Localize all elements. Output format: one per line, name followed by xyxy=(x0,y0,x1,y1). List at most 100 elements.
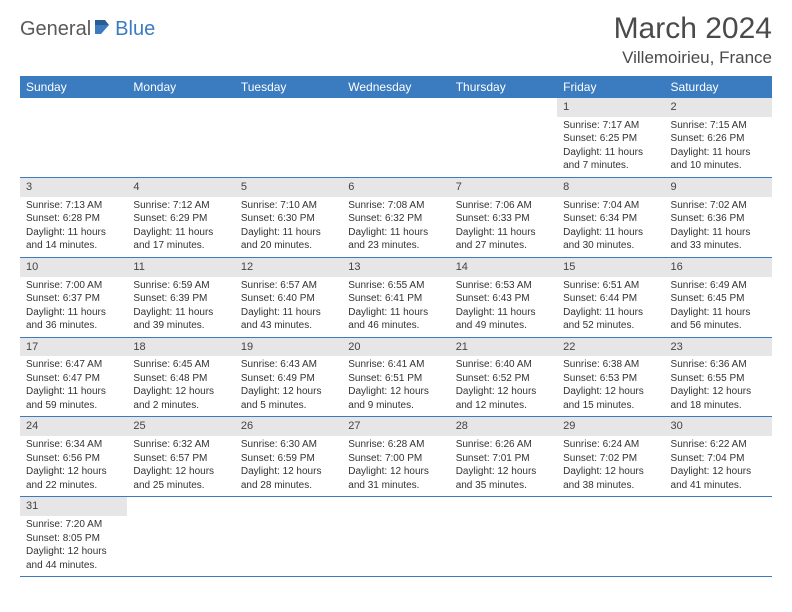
header: General Blue March 2024 Villemoirieu, Fr… xyxy=(20,12,772,68)
day-header: Monday xyxy=(127,76,234,98)
week-row: 1Sunrise: 7:17 AMSunset: 6:25 PMDaylight… xyxy=(20,98,772,177)
sunrise-text: Sunrise: 6:30 AM xyxy=(241,438,336,452)
month-title: March 2024 xyxy=(614,12,772,46)
day-cell: 20Sunrise: 6:41 AMSunset: 6:51 PMDayligh… xyxy=(342,337,449,417)
sunset-text: Sunset: 6:56 PM xyxy=(26,452,121,466)
daylight-text: Daylight: 12 hours and 12 minutes. xyxy=(456,385,551,412)
daylight-text: Daylight: 11 hours and 36 minutes. xyxy=(26,306,121,333)
day-cell: 5Sunrise: 7:10 AMSunset: 6:30 PMDaylight… xyxy=(235,177,342,257)
daylight-text: Daylight: 11 hours and 52 minutes. xyxy=(563,306,658,333)
sunset-text: Sunset: 6:41 PM xyxy=(348,292,443,306)
day-body: Sunrise: 6:38 AMSunset: 6:53 PMDaylight:… xyxy=(557,356,664,416)
sunrise-text: Sunrise: 6:41 AM xyxy=(348,358,443,372)
day-cell: 28Sunrise: 6:26 AMSunset: 7:01 PMDayligh… xyxy=(450,417,557,497)
sunrise-text: Sunrise: 6:53 AM xyxy=(456,279,551,293)
day-cell: 15Sunrise: 6:51 AMSunset: 6:44 PMDayligh… xyxy=(557,257,664,337)
sunset-text: Sunset: 6:28 PM xyxy=(26,212,121,226)
day-number: 2 xyxy=(665,98,772,117)
sunset-text: Sunset: 6:43 PM xyxy=(456,292,551,306)
sunrise-text: Sunrise: 6:28 AM xyxy=(348,438,443,452)
sunrise-text: Sunrise: 6:40 AM xyxy=(456,358,551,372)
day-header: Sunday xyxy=(20,76,127,98)
day-cell: 26Sunrise: 6:30 AMSunset: 6:59 PMDayligh… xyxy=(235,417,342,497)
day-cell: 24Sunrise: 6:34 AMSunset: 6:56 PMDayligh… xyxy=(20,417,127,497)
sunrise-text: Sunrise: 6:38 AM xyxy=(563,358,658,372)
day-body: Sunrise: 6:59 AMSunset: 6:39 PMDaylight:… xyxy=(127,277,234,337)
day-body: Sunrise: 7:06 AMSunset: 6:33 PMDaylight:… xyxy=(450,197,557,257)
day-cell: 14Sunrise: 6:53 AMSunset: 6:43 PMDayligh… xyxy=(450,257,557,337)
daylight-text: Daylight: 11 hours and 10 minutes. xyxy=(671,146,766,173)
daylight-text: Daylight: 12 hours and 2 minutes. xyxy=(133,385,228,412)
day-header: Thursday xyxy=(450,76,557,98)
day-number: 9 xyxy=(665,178,772,197)
day-cell: 13Sunrise: 6:55 AMSunset: 6:41 PMDayligh… xyxy=(342,257,449,337)
day-number: 29 xyxy=(557,417,664,436)
day-cell xyxy=(127,497,234,577)
day-number: 14 xyxy=(450,258,557,277)
daylight-text: Daylight: 11 hours and 27 minutes. xyxy=(456,226,551,253)
sunset-text: Sunset: 6:40 PM xyxy=(241,292,336,306)
day-body: Sunrise: 7:08 AMSunset: 6:32 PMDaylight:… xyxy=(342,197,449,257)
sunset-text: Sunset: 6:55 PM xyxy=(671,372,766,386)
sunrise-text: Sunrise: 7:13 AM xyxy=(26,199,121,213)
sunset-text: Sunset: 6:30 PM xyxy=(241,212,336,226)
sunrise-text: Sunrise: 7:10 AM xyxy=(241,199,336,213)
daylight-text: Daylight: 12 hours and 25 minutes. xyxy=(133,465,228,492)
sunset-text: Sunset: 6:52 PM xyxy=(456,372,551,386)
sunrise-text: Sunrise: 6:45 AM xyxy=(133,358,228,372)
day-number: 28 xyxy=(450,417,557,436)
day-cell: 9Sunrise: 7:02 AMSunset: 6:36 PMDaylight… xyxy=(665,177,772,257)
day-number: 18 xyxy=(127,338,234,357)
sunset-text: Sunset: 6:25 PM xyxy=(563,132,658,146)
sunset-text: Sunset: 7:01 PM xyxy=(456,452,551,466)
day-body: Sunrise: 6:26 AMSunset: 7:01 PMDaylight:… xyxy=(450,436,557,496)
day-number: 31 xyxy=(20,497,127,516)
sunset-text: Sunset: 7:00 PM xyxy=(348,452,443,466)
sunrise-text: Sunrise: 6:49 AM xyxy=(671,279,766,293)
daylight-text: Daylight: 12 hours and 9 minutes. xyxy=(348,385,443,412)
day-number: 25 xyxy=(127,417,234,436)
day-cell: 7Sunrise: 7:06 AMSunset: 6:33 PMDaylight… xyxy=(450,177,557,257)
week-row: 24Sunrise: 6:34 AMSunset: 6:56 PMDayligh… xyxy=(20,417,772,497)
calendar-table: SundayMondayTuesdayWednesdayThursdayFrid… xyxy=(20,76,772,577)
day-cell xyxy=(450,497,557,577)
daylight-text: Daylight: 11 hours and 30 minutes. xyxy=(563,226,658,253)
day-number: 15 xyxy=(557,258,664,277)
day-number: 24 xyxy=(20,417,127,436)
sunrise-text: Sunrise: 7:20 AM xyxy=(26,518,121,532)
day-cell: 4Sunrise: 7:12 AMSunset: 6:29 PMDaylight… xyxy=(127,177,234,257)
sunrise-text: Sunrise: 6:36 AM xyxy=(671,358,766,372)
daylight-text: Daylight: 11 hours and 46 minutes. xyxy=(348,306,443,333)
day-cell xyxy=(342,98,449,177)
day-number: 5 xyxy=(235,178,342,197)
day-body: Sunrise: 7:12 AMSunset: 6:29 PMDaylight:… xyxy=(127,197,234,257)
day-header: Tuesday xyxy=(235,76,342,98)
day-cell: 23Sunrise: 6:36 AMSunset: 6:55 PMDayligh… xyxy=(665,337,772,417)
sunrise-text: Sunrise: 6:32 AM xyxy=(133,438,228,452)
sunrise-text: Sunrise: 6:26 AM xyxy=(456,438,551,452)
day-number: 17 xyxy=(20,338,127,357)
daylight-text: Daylight: 11 hours and 33 minutes. xyxy=(671,226,766,253)
sunset-text: Sunset: 6:39 PM xyxy=(133,292,228,306)
sunset-text: Sunset: 8:05 PM xyxy=(26,532,121,546)
sunrise-text: Sunrise: 6:24 AM xyxy=(563,438,658,452)
day-cell: 21Sunrise: 6:40 AMSunset: 6:52 PMDayligh… xyxy=(450,337,557,417)
sunset-text: Sunset: 6:49 PM xyxy=(241,372,336,386)
day-number: 26 xyxy=(235,417,342,436)
day-number: 23 xyxy=(665,338,772,357)
day-number: 19 xyxy=(235,338,342,357)
day-cell: 22Sunrise: 6:38 AMSunset: 6:53 PMDayligh… xyxy=(557,337,664,417)
day-body: Sunrise: 7:02 AMSunset: 6:36 PMDaylight:… xyxy=(665,197,772,257)
day-number: 1 xyxy=(557,98,664,117)
daylight-text: Daylight: 11 hours and 59 minutes. xyxy=(26,385,121,412)
day-number: 27 xyxy=(342,417,449,436)
day-cell xyxy=(557,497,664,577)
day-cell xyxy=(342,497,449,577)
sunset-text: Sunset: 6:47 PM xyxy=(26,372,121,386)
sunset-text: Sunset: 6:57 PM xyxy=(133,452,228,466)
day-cell: 19Sunrise: 6:43 AMSunset: 6:49 PMDayligh… xyxy=(235,337,342,417)
day-body: Sunrise: 6:41 AMSunset: 6:51 PMDaylight:… xyxy=(342,356,449,416)
day-body: Sunrise: 6:53 AMSunset: 6:43 PMDaylight:… xyxy=(450,277,557,337)
day-body: Sunrise: 6:43 AMSunset: 6:49 PMDaylight:… xyxy=(235,356,342,416)
day-cell: 29Sunrise: 6:24 AMSunset: 7:02 PMDayligh… xyxy=(557,417,664,497)
